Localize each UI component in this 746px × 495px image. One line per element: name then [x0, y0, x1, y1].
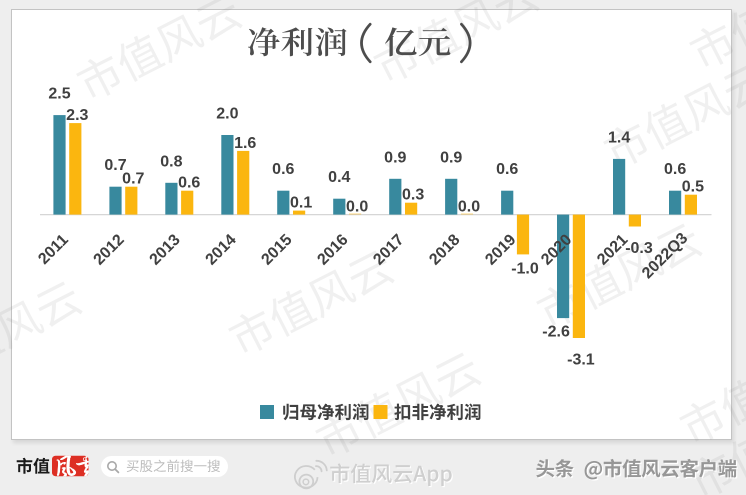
- svg-text:-3.1: -3.1: [567, 352, 595, 369]
- svg-text:2012: 2012: [91, 231, 128, 268]
- svg-text:2.5: 2.5: [48, 86, 70, 103]
- svg-text:-2.6: -2.6: [542, 323, 570, 340]
- svg-text:0.6: 0.6: [178, 175, 200, 192]
- svg-text:0.8: 0.8: [160, 153, 182, 170]
- svg-text:2016: 2016: [314, 231, 351, 268]
- svg-text:0.0: 0.0: [458, 199, 480, 216]
- svg-text:0.4: 0.4: [328, 169, 350, 186]
- svg-text:0.9: 0.9: [440, 149, 462, 166]
- svg-text:0.1: 0.1: [290, 195, 312, 212]
- svg-text:-0.3: -0.3: [625, 240, 653, 257]
- svg-text:2011: 2011: [35, 231, 72, 268]
- svg-text:2014: 2014: [203, 231, 240, 268]
- svg-text:0.6: 0.6: [496, 161, 518, 178]
- svg-text:0.7: 0.7: [122, 171, 144, 188]
- svg-text:1.6: 1.6: [234, 135, 256, 152]
- svg-text:2013: 2013: [147, 231, 184, 268]
- svg-text:2020: 2020: [538, 231, 575, 268]
- svg-text:2015: 2015: [258, 231, 295, 268]
- svg-text:-1.0: -1.0: [511, 261, 539, 278]
- svg-text:2.3: 2.3: [66, 107, 88, 124]
- svg-text:0.6: 0.6: [272, 161, 294, 178]
- svg-text:0.0: 0.0: [346, 199, 368, 216]
- svg-text:0.3: 0.3: [402, 187, 424, 204]
- svg-text:0.5: 0.5: [682, 179, 704, 196]
- svg-text:0.6: 0.6: [664, 161, 686, 178]
- svg-text:2.0: 2.0: [216, 106, 238, 123]
- svg-text:0.9: 0.9: [384, 149, 406, 166]
- svg-text:2018: 2018: [426, 231, 463, 268]
- svg-text:0.7: 0.7: [104, 157, 126, 174]
- svg-text:1.4: 1.4: [608, 129, 630, 146]
- svg-text:2017: 2017: [370, 231, 407, 268]
